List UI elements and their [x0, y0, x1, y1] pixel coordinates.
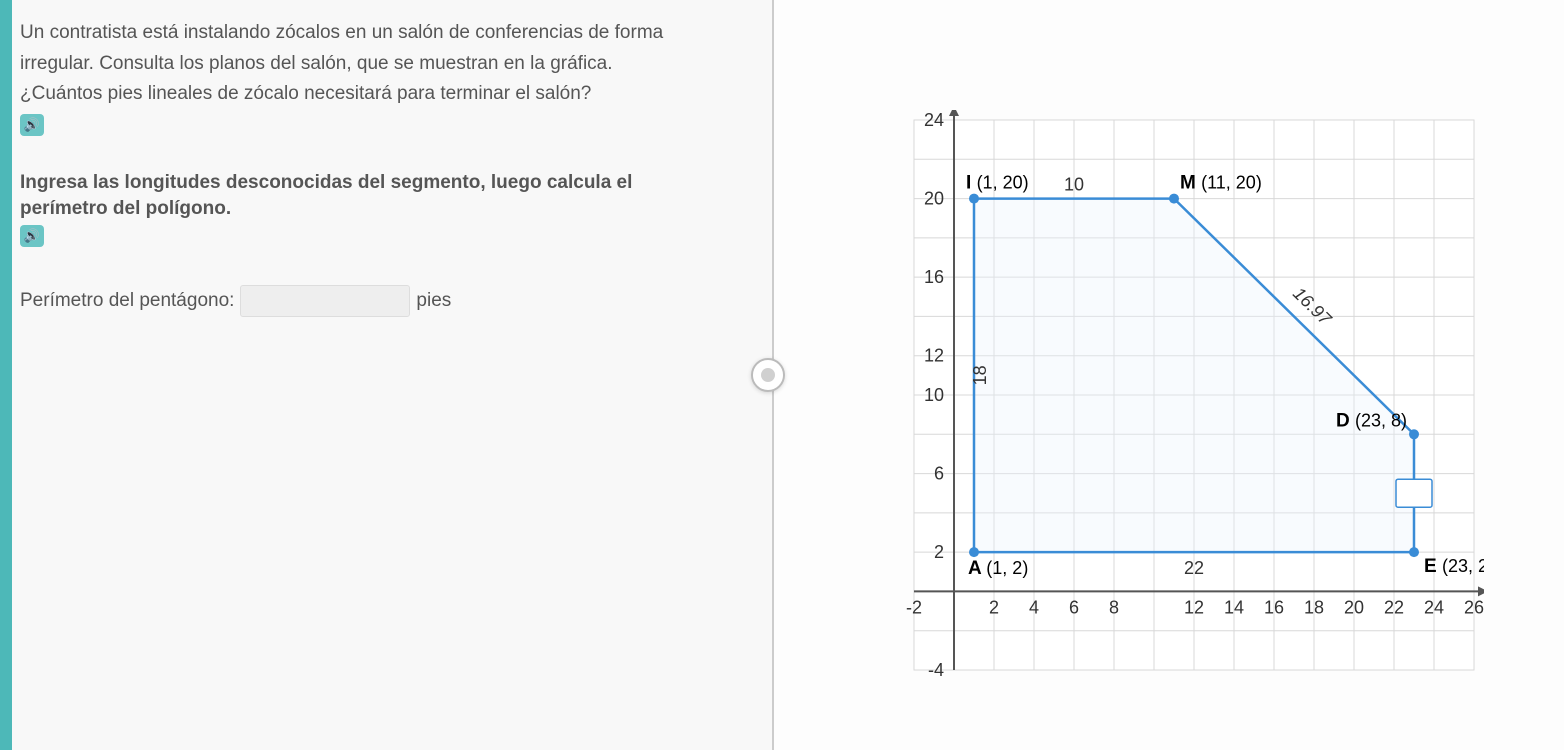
x-tick-label: 14	[1224, 597, 1244, 617]
question-panel: Un contratista está instalando zócalos e…	[12, 0, 774, 750]
problem-line3: ¿Cuántos pies lineales de zócalo necesit…	[20, 81, 754, 108]
x-tick-label: 6	[1069, 597, 1079, 617]
x-tick-label: 8	[1109, 597, 1119, 617]
y-tick-label: 20	[924, 189, 944, 209]
splitter-handle[interactable]	[751, 358, 785, 392]
y-tick-label: 24	[924, 110, 944, 130]
perimeter-input[interactable]	[240, 285, 410, 317]
x-tick-label: 26	[1464, 597, 1484, 617]
x-tick-label: -2	[906, 597, 922, 617]
y-tick-label: 10	[924, 385, 944, 405]
vertex-label-D: D (23, 8)	[1336, 410, 1407, 431]
graph-panel: -224681214161820222426-4261012162024I (1…	[774, 0, 1564, 750]
x-tick-label: 22	[1384, 597, 1404, 617]
perimeter-label: Perímetro del pentágono:	[20, 290, 234, 312]
segment-input-DE[interactable]	[1396, 479, 1432, 507]
answer-row: Perímetro del pentágono: pies	[20, 285, 754, 317]
vertex-I	[969, 194, 979, 204]
problem-line2: irregular. Consulta los planos del salón…	[20, 51, 754, 78]
x-tick-label: 24	[1424, 597, 1444, 617]
audio-icon[interactable]: 🔊	[20, 114, 44, 136]
vertex-label-I: I (1, 20)	[966, 173, 1029, 194]
x-tick-label: 12	[1184, 597, 1204, 617]
instruction-line1: Ingresa las longitudes desconocidas del …	[20, 170, 754, 197]
y-tick-label: 16	[924, 267, 944, 287]
y-tick-label: 2	[934, 542, 944, 562]
vertex-E	[1409, 547, 1419, 557]
segment-label-IA: 18	[970, 365, 990, 385]
unit-label: pies	[416, 290, 451, 312]
vertex-M	[1169, 194, 1179, 204]
x-tick-label: 20	[1344, 597, 1364, 617]
vertex-label-E: E (23, 2)	[1424, 556, 1484, 577]
segment-label-AE: 22	[1184, 558, 1204, 578]
x-tick-label: 16	[1264, 597, 1284, 617]
vertex-label-A: A (1, 2)	[968, 558, 1028, 579]
vertex-A	[969, 547, 979, 557]
audio-icon[interactable]: 🔊	[20, 225, 44, 247]
y-tick-label: 6	[934, 464, 944, 484]
y-tick-label: -4	[928, 660, 944, 680]
x-tick-label: 4	[1029, 597, 1039, 617]
instruction-section: Ingresa las longitudes desconocidas del …	[20, 170, 754, 247]
vertex-D	[1409, 429, 1419, 439]
problem-line1: Un contratista está instalando zócalos e…	[20, 20, 754, 47]
instruction-line2: perímetro del polígono.	[20, 196, 754, 223]
left-accent-bar	[0, 0, 12, 750]
y-tick-label: 12	[924, 346, 944, 366]
vertex-label-M: M (11, 20)	[1180, 173, 1262, 194]
coordinate-chart: -224681214161820222426-4261012162024I (1…	[864, 110, 1484, 710]
segment-label-IM: 10	[1064, 175, 1084, 195]
x-tick-label: 2	[989, 597, 999, 617]
main-container: Un contratista está instalando zócalos e…	[0, 0, 1564, 750]
chart-svg: -224681214161820222426-4261012162024I (1…	[864, 110, 1484, 710]
x-tick-label: 18	[1304, 597, 1324, 617]
